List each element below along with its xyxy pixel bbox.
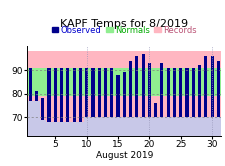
- Bar: [85, 68, 88, 117]
- Bar: [184, 68, 188, 117]
- Bar: [91, 68, 94, 117]
- Bar: [104, 68, 107, 117]
- Bar: [122, 72, 125, 117]
- Title: KAPF Temps for 8/2019: KAPF Temps for 8/2019: [60, 19, 187, 29]
- Bar: [172, 68, 175, 117]
- Bar: [135, 56, 138, 117]
- Bar: [72, 68, 75, 122]
- Legend: Observed, Normals, Records: Observed, Normals, Records: [52, 26, 196, 35]
- Bar: [79, 68, 82, 122]
- Bar: [97, 68, 100, 117]
- X-axis label: August 2019: August 2019: [95, 151, 152, 160]
- Bar: [35, 91, 38, 101]
- Bar: [153, 103, 157, 117]
- Bar: [160, 63, 163, 117]
- Bar: [128, 61, 132, 117]
- Bar: [203, 56, 207, 117]
- Bar: [116, 75, 119, 117]
- Bar: [209, 56, 213, 117]
- Bar: [110, 68, 113, 117]
- Bar: [47, 68, 50, 122]
- Bar: [178, 68, 182, 117]
- Bar: [41, 98, 44, 120]
- Bar: [60, 68, 63, 122]
- Bar: [54, 68, 57, 122]
- Bar: [141, 54, 144, 117]
- Bar: [29, 68, 32, 101]
- Bar: [191, 68, 194, 117]
- Bar: [66, 68, 69, 122]
- Bar: [216, 61, 219, 117]
- Bar: [166, 68, 169, 117]
- Bar: [147, 63, 150, 117]
- Bar: [197, 65, 200, 117]
